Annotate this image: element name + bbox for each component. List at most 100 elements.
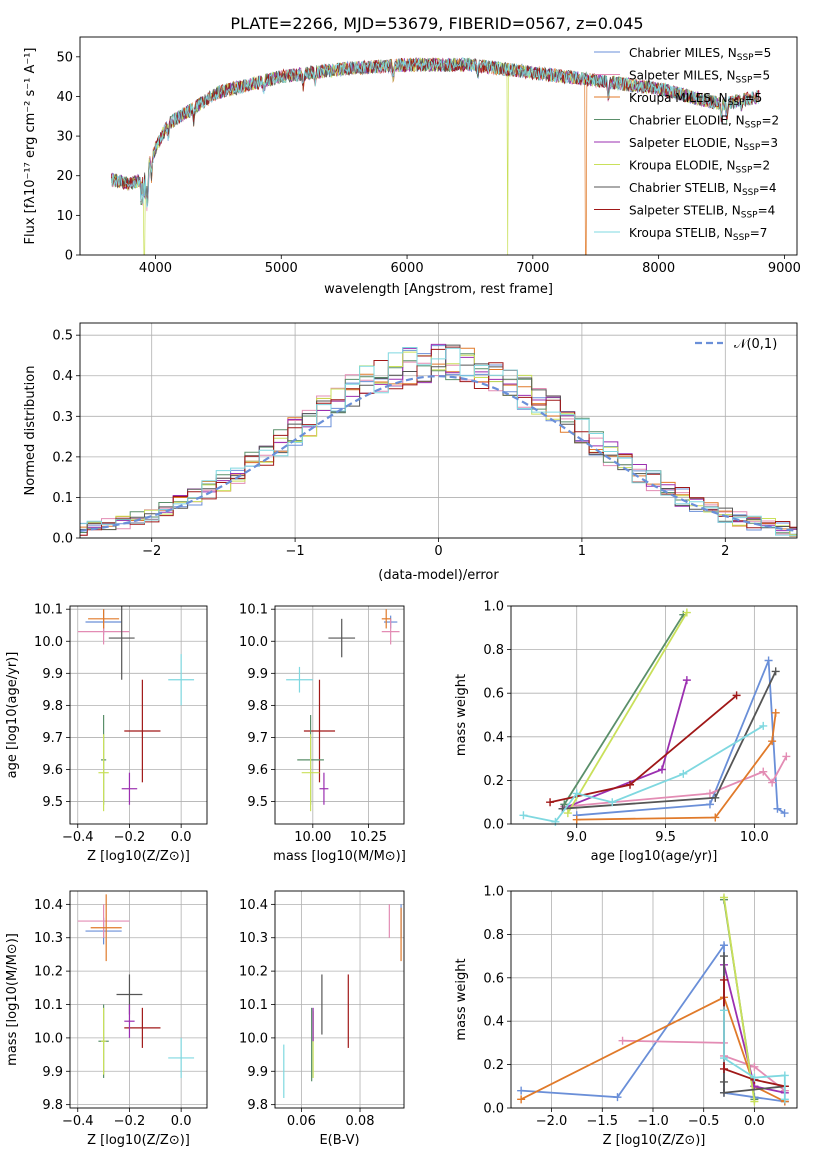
spectrum-line-kroupa_stelib bbox=[111, 57, 760, 209]
mass-vs-ebv-panel: 0.06 0.08 9.8 9.9 10.0 10.1 10.2 10.3 10.4 E(B-V) bbox=[239, 890, 405, 1148]
legend-label-subscript: SSP bbox=[742, 188, 759, 198]
legend-label-text: Kroupa MILES, N bbox=[629, 91, 728, 105]
legend-label-normal: 𝒩(0,1) bbox=[734, 337, 777, 352]
legend-label-value: =5 bbox=[754, 46, 772, 60]
weight-marker-kroupa_stelib bbox=[608, 798, 617, 807]
y-tick-label: 0.1 bbox=[52, 491, 73, 506]
y-tick-label: 0.3 bbox=[52, 410, 73, 425]
mass-weight-vs-age-panel: 9.0 9.5 10.0 0.0 0.2 0.4 0.6 0.8 1.0 age [log10(a… bbox=[454, 600, 798, 864]
y-tick-label: 1.0 bbox=[483, 885, 504, 900]
weight-marker-kroupa_elodie bbox=[750, 1097, 759, 1106]
x-tick-label: 6000 bbox=[391, 261, 424, 276]
x-tick-label: 0.08 bbox=[346, 1114, 375, 1129]
weight-marker-kroupa_miles bbox=[517, 1095, 526, 1104]
legend-label-subscript: SSP bbox=[736, 166, 753, 176]
legend-label-value: =4 bbox=[758, 204, 776, 218]
figure-title: PLATE=2266, MJD=53679, FIBERID=0567, z=0… bbox=[230, 14, 643, 33]
y-tick-label: 0.0 bbox=[52, 532, 73, 547]
weight-marker-kroupa_elodie bbox=[563, 809, 572, 818]
axes-frame bbox=[69, 890, 208, 1109]
legend-label-text: Chabrier MILES, N bbox=[629, 46, 737, 60]
x-tick-label: −2 bbox=[142, 544, 161, 559]
x-tick-label: 0.0 bbox=[171, 1114, 192, 1129]
y-tick-label: 0.2 bbox=[483, 774, 504, 789]
weight-marker-kroupa_stelib bbox=[519, 811, 528, 820]
x-axis-label: E(B-V) bbox=[319, 1133, 359, 1148]
axes-frame bbox=[274, 890, 405, 1109]
y-tick-label: 0 bbox=[65, 249, 73, 264]
weight-marker-kroupa_miles bbox=[771, 708, 780, 717]
y-tick-label: 0.4 bbox=[52, 369, 73, 384]
x-tick-label: −0.5 bbox=[688, 1114, 720, 1129]
legend-label-salpeter_stelib: Salpeter STELIB, NSSP=4 bbox=[629, 204, 775, 221]
x-tick-label: 0 bbox=[434, 544, 442, 559]
x-axis-label: Z [log10(Z/Z⊙)] bbox=[603, 1133, 706, 1148]
weight-marker-chabrier_stelib bbox=[771, 667, 780, 676]
x-tick-label: 9.5 bbox=[655, 830, 676, 845]
weight-line-chabrier_miles bbox=[576, 660, 786, 817]
legend-label-text: Kroupa STELIB, N bbox=[629, 226, 733, 240]
histogram-salpeter_stelib bbox=[80, 346, 797, 536]
x-tick-label: −1.5 bbox=[586, 1114, 618, 1129]
weight-marker-salpeter_miles bbox=[782, 752, 791, 761]
y-tick-label: 10.2 bbox=[239, 965, 268, 980]
legend-label-chabrier_miles: Chabrier MILES, NSSP=5 bbox=[629, 46, 771, 63]
weight-marker-kroupa_stelib bbox=[572, 789, 581, 798]
legend-label-value: =5 bbox=[745, 91, 763, 105]
weight-marker-kroupa_stelib bbox=[719, 1006, 728, 1015]
legend-label-value: =2 bbox=[752, 159, 770, 173]
x-tick-label: −0.4 bbox=[62, 1114, 94, 1129]
y-tick-label: 10.4 bbox=[34, 898, 63, 913]
y-tick-label: 9.8 bbox=[42, 1098, 63, 1113]
legend-label-text: Salpeter ELODIE, N bbox=[629, 136, 743, 150]
weight-marker-salpeter_miles bbox=[759, 767, 768, 776]
y-axis-label: Normed distribution bbox=[23, 366, 38, 496]
y-tick-label: 9.5 bbox=[247, 795, 268, 810]
y-tick-label: 9.8 bbox=[247, 1098, 268, 1113]
y-tick-label: 10.2 bbox=[34, 965, 63, 980]
x-tick-label: −2.0 bbox=[536, 1114, 568, 1129]
legend-label-subscript: SSP bbox=[733, 233, 750, 243]
x-tick-label: −1.0 bbox=[637, 1114, 669, 1129]
mass-vs-metallicity-panel: −0.4 −0.2 0.0 9.8 9.9 10.0 10.1 10.2 10.3 10.4 Z [… bbox=[5, 890, 208, 1148]
x-tick-label: 0.0 bbox=[744, 1114, 765, 1129]
x-tick-label: 9000 bbox=[768, 261, 801, 276]
legend-label-subscript: SSP bbox=[741, 211, 758, 221]
weight-marker-chabrier_miles bbox=[613, 1093, 622, 1102]
y-tick-label: 0.6 bbox=[483, 687, 504, 702]
axes-frame bbox=[510, 890, 798, 1109]
legend-label-subscript: SSP bbox=[736, 76, 753, 86]
legend-label-text: Kroupa ELODIE, N bbox=[629, 159, 736, 173]
x-tick-label: 5000 bbox=[265, 261, 298, 276]
legend-label-value: =5 bbox=[752, 69, 770, 83]
weight-marker-chabrier_stelib bbox=[719, 1088, 728, 1097]
x-axis-label: Z [log10(Z/Z⊙)] bbox=[87, 1133, 190, 1148]
residual-histogram-panel: −2 −1 0 1 2 0.0 0.1 0.2 0.3 0.4 0.5 (data-model)/er… bbox=[23, 322, 798, 583]
weight-marker-kroupa_miles bbox=[572, 815, 581, 824]
axes-frame bbox=[510, 605, 798, 825]
weight-marker-kroupa_stelib bbox=[750, 1073, 759, 1082]
y-tick-label: 10.4 bbox=[239, 898, 268, 913]
weight-marker-kroupa_stelib bbox=[780, 1095, 789, 1104]
weight-marker-chabrier_miles bbox=[719, 941, 728, 950]
weight-marker-kroupa_elodie bbox=[682, 608, 691, 617]
weight-marker-chabrier_miles bbox=[517, 1086, 526, 1095]
y-tick-label: 10.1 bbox=[34, 603, 63, 618]
weight-marker-kroupa_elodie bbox=[719, 893, 728, 902]
legend-label-value: =3 bbox=[760, 136, 778, 150]
x-tick-label: −0.4 bbox=[62, 830, 94, 845]
weight-marker-salpeter_stelib bbox=[732, 691, 741, 700]
x-axis-label: mass [log10(M/M⊙)] bbox=[273, 849, 406, 864]
weight-line-chabrier_stelib bbox=[562, 671, 777, 810]
weight-marker-chabrier_miles bbox=[780, 809, 789, 818]
axes-frame bbox=[69, 605, 208, 825]
x-axis-label: wavelength [Angstrom, rest frame] bbox=[324, 282, 553, 297]
x-tick-label: 9.0 bbox=[566, 830, 587, 845]
y-tick-label: 9.9 bbox=[247, 1065, 268, 1080]
legend-label-kroupa_elodie: Kroupa ELODIE, NSSP=2 bbox=[629, 159, 770, 176]
y-tick-label: 0.4 bbox=[483, 730, 504, 745]
weight-marker-chabrier_miles bbox=[705, 800, 714, 809]
legend-label-value: =7 bbox=[750, 226, 768, 240]
x-tick-label: 10.00 bbox=[294, 830, 331, 845]
y-tick-label: 0.6 bbox=[483, 971, 504, 986]
